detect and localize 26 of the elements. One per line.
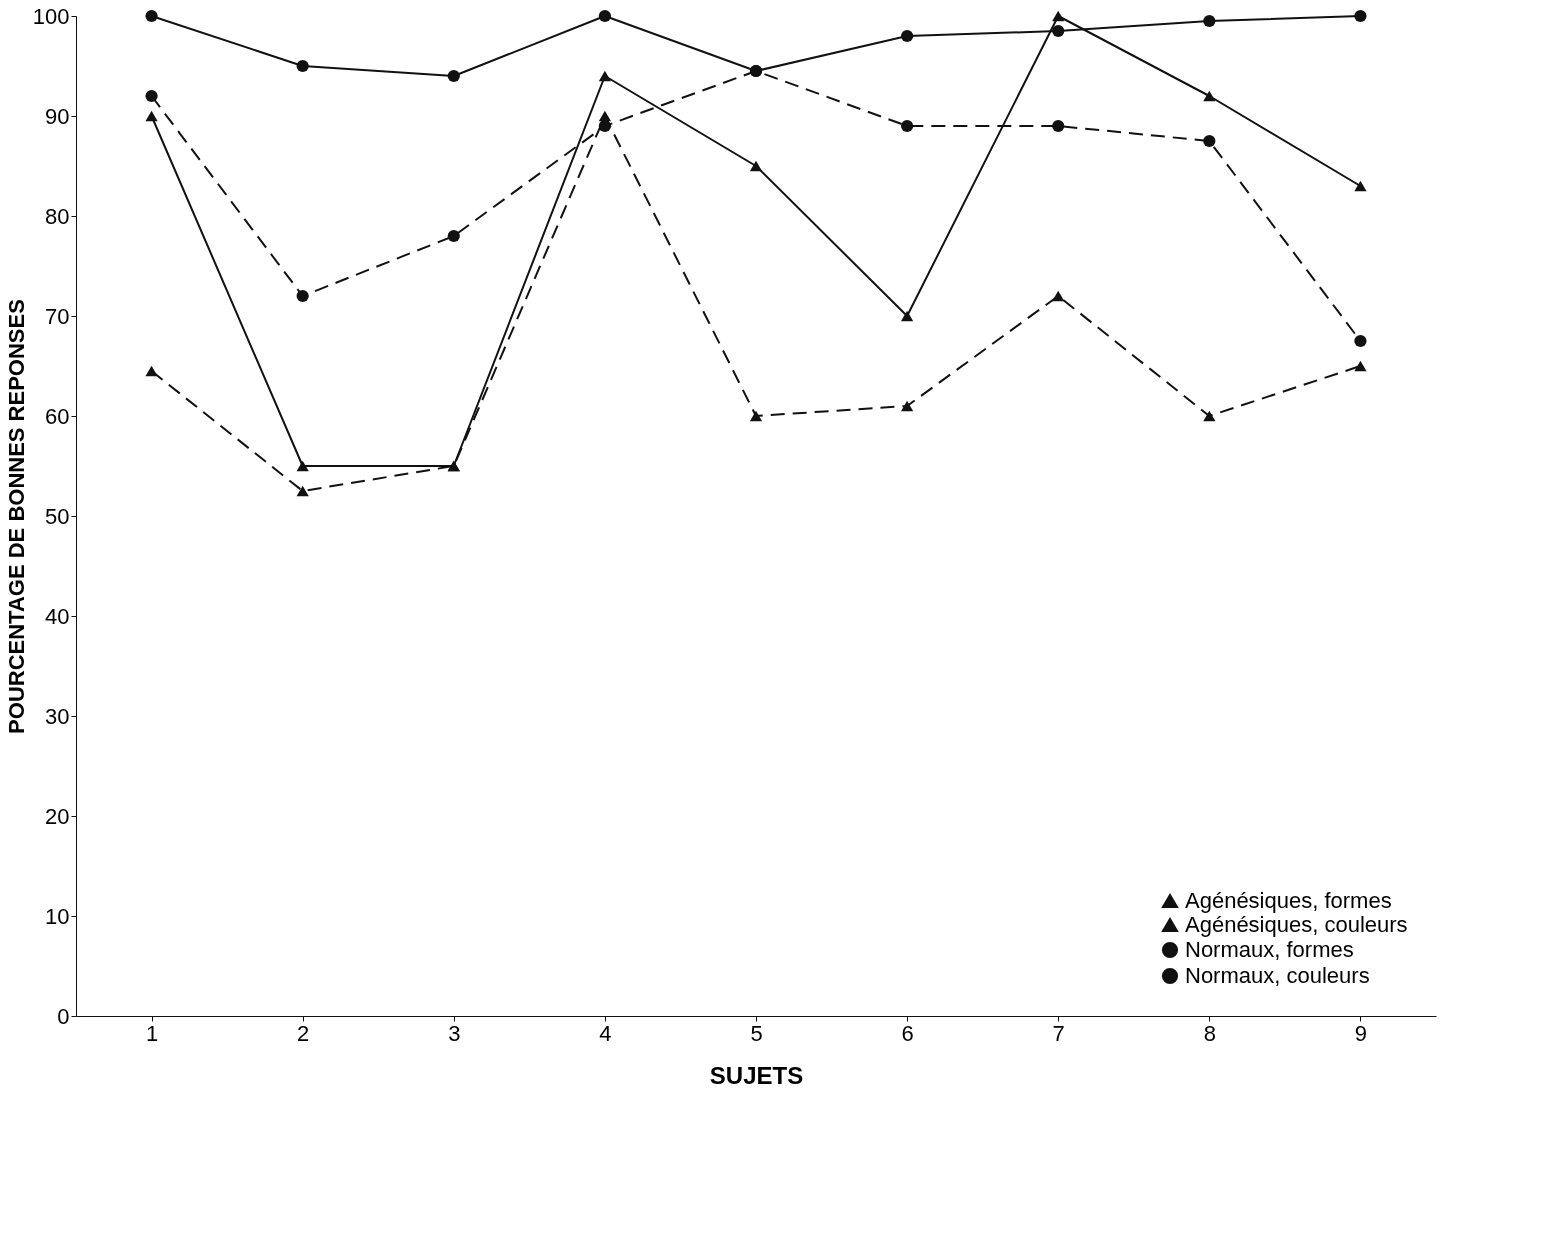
x-tick-label: 3 [448, 1020, 461, 1046]
x-tick-label: 5 [750, 1020, 763, 1046]
legend-label: Normaux, formes [1185, 937, 1354, 962]
x-tick-label: 2 [297, 1020, 310, 1046]
x-tick-label: 4 [599, 1020, 612, 1046]
x-tick-label: 1 [145, 1020, 159, 1046]
y-tick-label: 90 [45, 103, 70, 129]
y-tick-label: 10 [45, 903, 70, 929]
x-tick-label: 6 [901, 1020, 914, 1046]
y-tick-label: 70 [45, 303, 70, 329]
y-axis-title: POURCENTAGE DE BONNES REPONSES [3, 299, 29, 734]
y-tick-label: 60 [45, 403, 70, 429]
y-tick-label: 20 [45, 803, 70, 829]
y-tick-label: 100 [32, 3, 70, 29]
y-tick-label: 30 [45, 703, 70, 729]
x-tick-label: 7 [1052, 1020, 1065, 1046]
x-axis-title: SUJETS [709, 1061, 804, 1089]
y-tick-label: 40 [45, 603, 70, 629]
y-tick-label: 0 [57, 1003, 70, 1029]
y-tick-label: 50 [45, 503, 70, 529]
legend-label: Normaux, couleurs [1185, 963, 1370, 988]
y-tick-label: 80 [45, 203, 70, 229]
x-tick-label: 9 [1354, 1020, 1368, 1046]
x-tick-label: 8 [1203, 1020, 1216, 1046]
legend-label: Agénésiques, formes [1185, 888, 1392, 913]
legend-label: Agénésiques, couleurs [1185, 912, 1408, 937]
